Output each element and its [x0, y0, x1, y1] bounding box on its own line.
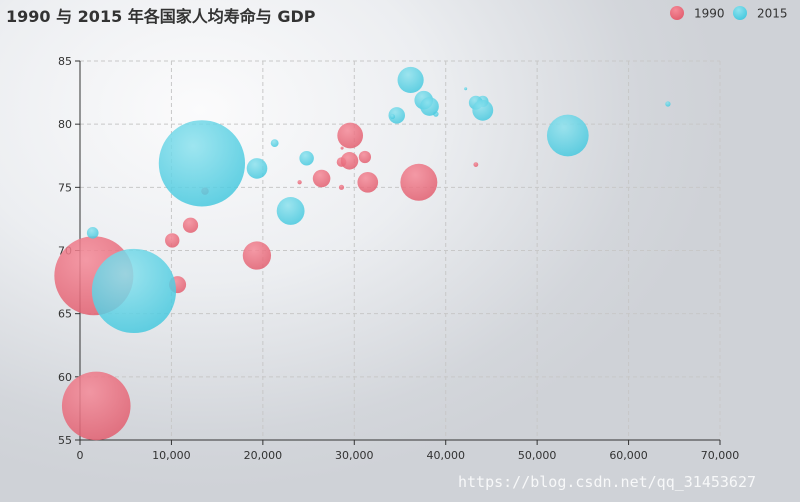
- bubble-point[interactable]: [420, 97, 439, 116]
- bubble-point[interactable]: [338, 184, 345, 190]
- bubble-point[interactable]: [397, 66, 424, 94]
- legend-marker-2015: [733, 6, 747, 20]
- bubble-point[interactable]: [158, 120, 246, 207]
- x-tick-label: 70,000: [701, 449, 740, 462]
- bubble-point[interactable]: [276, 197, 305, 225]
- x-tick-label: 40,000: [426, 449, 465, 462]
- bubble-point[interactable]: [61, 371, 131, 441]
- bubble-point[interactable]: [665, 101, 671, 107]
- y-tick-label: 80: [58, 118, 72, 131]
- legend-label-1990: 1990: [694, 7, 725, 21]
- bubble-point[interactable]: [86, 226, 99, 239]
- x-tick-label: 50,000: [518, 449, 557, 462]
- y-tick-label: 75: [58, 181, 72, 194]
- plot-area: [54, 66, 671, 441]
- bubble-point[interactable]: [91, 248, 177, 334]
- bubble-point[interactable]: [472, 99, 494, 121]
- bubble-point[interactable]: [358, 150, 372, 164]
- series-2015: [86, 66, 671, 334]
- x-tick-label: 0: [77, 449, 84, 462]
- bubble-point[interactable]: [246, 158, 268, 179]
- axes: 0 10,000 20,000 30,000 40,000 50,000 60,000 70,…: [58, 55, 739, 462]
- bubble-point[interactable]: [464, 87, 468, 91]
- bubble-point[interactable]: [182, 217, 199, 233]
- x-tick-label: 10,000: [152, 449, 191, 462]
- legend: 1990 2015: [670, 6, 788, 21]
- bubble-point[interactable]: [242, 241, 272, 270]
- y-tick-label: 85: [58, 55, 72, 68]
- watermark: https://blog.csdn.net/qq_31453627: [458, 473, 756, 491]
- bubble-point[interactable]: [473, 162, 479, 167]
- y-tick-label: 65: [58, 308, 72, 321]
- bubble-point[interactable]: [165, 233, 180, 248]
- bubble-point[interactable]: [400, 163, 438, 201]
- x-tick-label: 20,000: [244, 449, 283, 462]
- bubble-point[interactable]: [270, 139, 279, 148]
- legend-item-1990[interactable]: 1990: [670, 6, 725, 21]
- bubble-point[interactable]: [390, 114, 396, 120]
- x-tick-label: 30,000: [335, 449, 374, 462]
- bubble-point[interactable]: [357, 171, 379, 193]
- x-tick-label: 60,000: [609, 449, 648, 462]
- bubble-point[interactable]: [340, 152, 359, 170]
- legend-item-2015[interactable]: 2015: [733, 6, 788, 21]
- bubble-point[interactable]: [337, 122, 364, 149]
- chart-title: 1990 与 2015 年各国家人均寿命与 GDP: [6, 7, 316, 26]
- bubble-point[interactable]: [297, 180, 302, 185]
- bubble-point[interactable]: [312, 169, 331, 188]
- legend-marker-1990: [670, 6, 684, 20]
- y-tick-label: 55: [58, 434, 72, 447]
- bubble-point[interactable]: [546, 114, 589, 157]
- bubble-point[interactable]: [388, 107, 405, 124]
- bubble-point[interactable]: [340, 146, 344, 150]
- bubble-point[interactable]: [299, 151, 314, 166]
- legend-label-2015: 2015: [757, 7, 788, 21]
- y-tick-label: 60: [58, 371, 72, 384]
